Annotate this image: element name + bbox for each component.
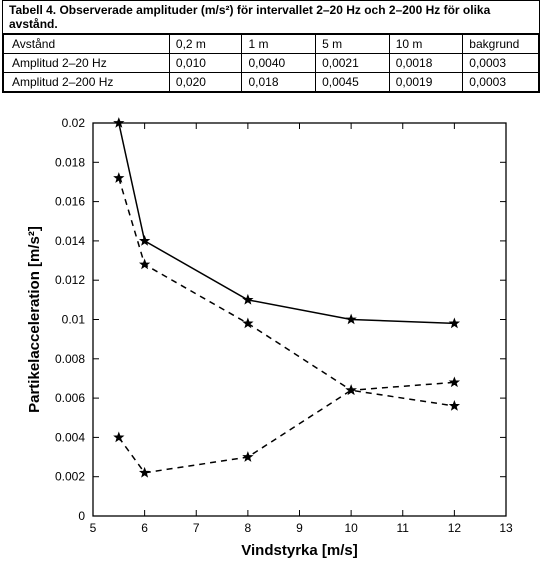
svg-text:0.008: 0.008 (55, 352, 85, 366)
cell: 0,0021 (316, 54, 390, 73)
chart-svg: 5 6 7 8 9 10 11 12 13 0 0.002 0.004 0.006 0.008 0.01 0.… (21, 111, 521, 561)
svg-text:10: 10 (344, 521, 358, 535)
svg-text:Partikelacceleration [m/s²]: Partikelacceleration [m/s²] (26, 226, 43, 413)
cell: 0,0045 (316, 73, 390, 92)
svg-text:7: 7 (193, 521, 200, 535)
col-header: 10 m (389, 35, 463, 54)
cell: 0,0019 (389, 73, 463, 92)
svg-text:0.016: 0.016 (55, 195, 85, 209)
svg-text:0.018: 0.018 (55, 155, 85, 169)
table-title: Tabell 4. Observerade amplituder (m/s²) … (3, 1, 539, 34)
table-row: Amplitud 2–20 Hz 0,010 0,0040 0,0021 0,0… (4, 54, 539, 73)
cell: 0,0040 (242, 54, 316, 73)
svg-text:0.01: 0.01 (62, 313, 86, 327)
cell: 0,020 (169, 73, 242, 92)
cell: 0,018 (242, 73, 316, 92)
cell: 0,0003 (463, 73, 539, 92)
svg-text:12: 12 (448, 521, 462, 535)
col-header: 0,2 m (169, 35, 242, 54)
svg-text:13: 13 (499, 521, 513, 535)
col-header: Avstånd (4, 35, 170, 54)
col-header: 5 m (316, 35, 390, 54)
svg-text:11: 11 (397, 521, 410, 535)
svg-text:9: 9 (296, 521, 303, 535)
cell: 0,010 (169, 54, 242, 73)
table-row: Amplitud 2–200 Hz 0,020 0,018 0,0045 0,0… (4, 73, 539, 92)
col-header: 1 m (242, 35, 316, 54)
svg-text:Vindstyrka [m/s]: Vindstyrka [m/s] (241, 542, 357, 559)
svg-text:0.012: 0.012 (55, 273, 85, 287)
data-table: Tabell 4. Observerade amplituder (m/s²) … (2, 0, 540, 93)
cell: 0,0018 (389, 54, 463, 73)
table-header-row: Avstånd 0,2 m 1 m 5 m 10 m bakgrund (4, 35, 539, 54)
svg-text:0.004: 0.004 (55, 430, 85, 444)
svg-text:6: 6 (141, 521, 148, 535)
line-chart: 5 6 7 8 9 10 11 12 13 0 0.002 0.004 0.006 0.008 0.01 0.… (21, 111, 521, 561)
cell: 0,0003 (463, 54, 539, 73)
svg-text:0.02: 0.02 (62, 116, 86, 130)
svg-text:8: 8 (245, 521, 252, 535)
row-label: Amplitud 2–200 Hz (4, 73, 170, 92)
svg-text:0.002: 0.002 (55, 470, 85, 484)
svg-text:5: 5 (90, 521, 97, 535)
row-label: Amplitud 2–20 Hz (4, 54, 170, 73)
svg-text:0.006: 0.006 (55, 391, 85, 405)
svg-text:0: 0 (78, 509, 85, 523)
amplitude-table: Avstånd 0,2 m 1 m 5 m 10 m bakgrund Ampl… (3, 34, 539, 92)
svg-text:0.014: 0.014 (55, 234, 85, 248)
col-header: bakgrund (463, 35, 539, 54)
